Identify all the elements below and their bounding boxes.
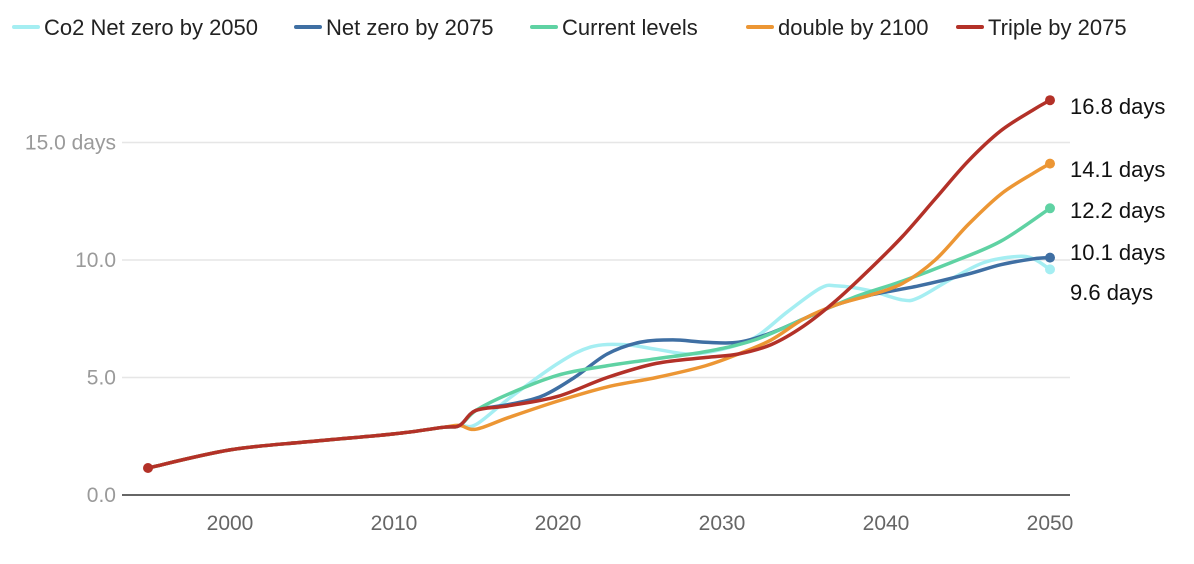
end-label-1: 10.1 days bbox=[1070, 240, 1165, 265]
end-label-3: 14.1 days bbox=[1070, 157, 1165, 182]
start-point bbox=[143, 462, 153, 473]
legend-label-0: Co2 Net zero by 2050 bbox=[44, 15, 258, 40]
series-line-2 bbox=[146, 206, 1052, 470]
end-point-4 bbox=[1045, 95, 1055, 106]
x-tick-label-1: 2010 bbox=[371, 512, 418, 535]
gridlines bbox=[122, 141, 1070, 379]
y-tick-label-0: 0.0 bbox=[87, 484, 116, 507]
x-tick-label-5: 2050 bbox=[1027, 512, 1074, 535]
series-line-4 bbox=[146, 98, 1052, 470]
end-points bbox=[143, 95, 1055, 473]
end-labels: 9.6 days 10.1 days 12.2 days 14.1 days 16.8 … bbox=[1070, 94, 1165, 305]
y-tick-label-1: 5.0 bbox=[87, 367, 116, 390]
x-axis: 2000 2010 2020 2030 2040 2050 bbox=[122, 494, 1074, 535]
end-point-0 bbox=[1045, 264, 1055, 275]
y-tick-label-3: 15.0 days bbox=[25, 132, 116, 155]
x-tick-label-2: 2020 bbox=[535, 512, 582, 535]
y-axis: 0.0 5.0 10.0 15.0 days bbox=[25, 132, 116, 508]
x-tick-label-0: 2000 bbox=[207, 512, 254, 535]
legend-label-3: double by 2100 bbox=[778, 15, 928, 40]
series-line-3 bbox=[146, 161, 1052, 470]
y-tick-label-2: 10.0 bbox=[75, 249, 116, 272]
legend-label-2: Current levels bbox=[562, 15, 698, 40]
series-lines bbox=[146, 98, 1052, 470]
end-point-2 bbox=[1045, 203, 1055, 214]
legend-label-1: Net zero by 2075 bbox=[326, 15, 494, 40]
end-point-1 bbox=[1045, 252, 1055, 263]
legend-label-4: Triple by 2075 bbox=[988, 15, 1127, 40]
end-label-2: 12.2 days bbox=[1070, 198, 1165, 223]
x-tick-label-4: 2040 bbox=[863, 512, 910, 535]
end-label-4: 16.8 days bbox=[1070, 94, 1165, 119]
end-point-3 bbox=[1045, 158, 1055, 169]
end-label-0: 9.6 days bbox=[1070, 280, 1153, 305]
legend: Co2 Net zero by 2050 Net zero by 2075 Curr… bbox=[12, 15, 1127, 40]
series-line-1 bbox=[146, 255, 1052, 470]
x-tick-label-3: 2030 bbox=[699, 512, 746, 535]
